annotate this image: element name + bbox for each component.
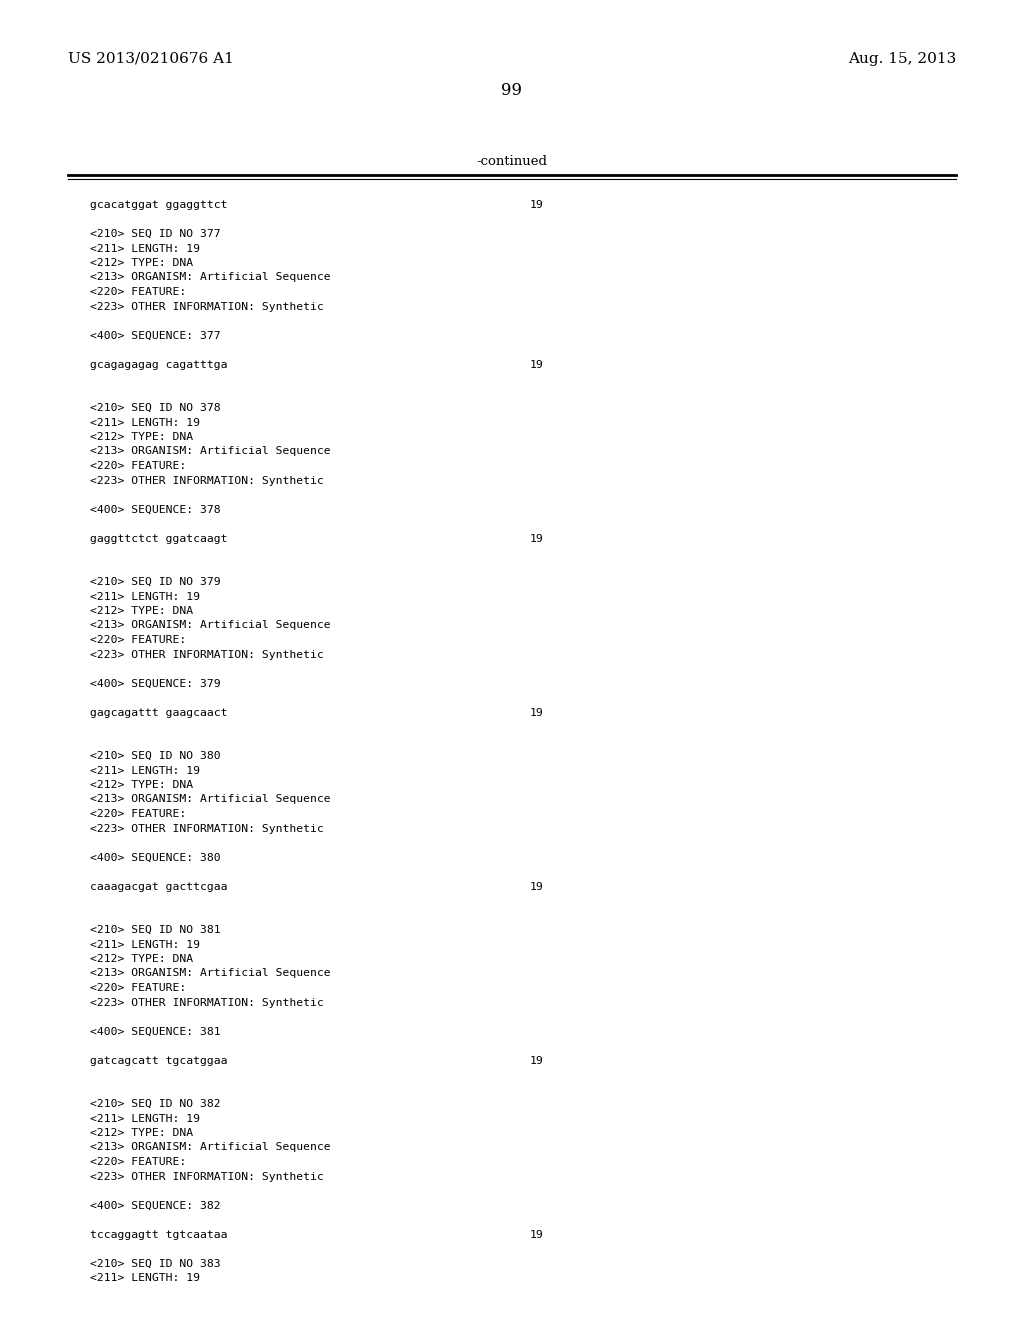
Text: <213> ORGANISM: Artificial Sequence: <213> ORGANISM: Artificial Sequence <box>90 969 331 978</box>
Text: <211> LENGTH: 19: <211> LENGTH: 19 <box>90 591 200 602</box>
Text: <210> SEQ ID NO 382: <210> SEQ ID NO 382 <box>90 1100 220 1109</box>
Text: <211> LENGTH: 19: <211> LENGTH: 19 <box>90 417 200 428</box>
Text: <210> SEQ ID NO 383: <210> SEQ ID NO 383 <box>90 1258 220 1269</box>
Text: <212> TYPE: DNA: <212> TYPE: DNA <box>90 780 194 789</box>
Text: <212> TYPE: DNA: <212> TYPE: DNA <box>90 606 194 616</box>
Text: <212> TYPE: DNA: <212> TYPE: DNA <box>90 954 194 964</box>
Text: <211> LENGTH: 19: <211> LENGTH: 19 <box>90 766 200 776</box>
Text: 19: 19 <box>530 1229 544 1239</box>
Text: <210> SEQ ID NO 379: <210> SEQ ID NO 379 <box>90 577 220 587</box>
Text: -continued: -continued <box>476 154 548 168</box>
Text: <212> TYPE: DNA: <212> TYPE: DNA <box>90 1129 194 1138</box>
Text: <223> OTHER INFORMATION: Synthetic: <223> OTHER INFORMATION: Synthetic <box>90 998 324 1007</box>
Text: <400> SEQUENCE: 378: <400> SEQUENCE: 378 <box>90 504 220 515</box>
Text: tccaggagtt tgtcaataa: tccaggagtt tgtcaataa <box>90 1229 227 1239</box>
Text: <400> SEQUENCE: 377: <400> SEQUENCE: 377 <box>90 330 220 341</box>
Text: US 2013/0210676 A1: US 2013/0210676 A1 <box>68 51 233 66</box>
Text: 19: 19 <box>530 882 544 891</box>
Text: <210> SEQ ID NO 380: <210> SEQ ID NO 380 <box>90 751 220 762</box>
Text: <400> SEQUENCE: 380: <400> SEQUENCE: 380 <box>90 853 220 862</box>
Text: gcagagagag cagatttga: gcagagagag cagatttga <box>90 359 227 370</box>
Text: gatcagcatt tgcatggaa: gatcagcatt tgcatggaa <box>90 1056 227 1065</box>
Text: <223> OTHER INFORMATION: Synthetic: <223> OTHER INFORMATION: Synthetic <box>90 824 324 833</box>
Text: <220> FEATURE:: <220> FEATURE: <box>90 635 186 645</box>
Text: <220> FEATURE:: <220> FEATURE: <box>90 809 186 818</box>
Text: caaagacgat gacttcgaa: caaagacgat gacttcgaa <box>90 882 227 891</box>
Text: <400> SEQUENCE: 382: <400> SEQUENCE: 382 <box>90 1200 220 1210</box>
Text: <220> FEATURE:: <220> FEATURE: <box>90 286 186 297</box>
Text: <223> OTHER INFORMATION: Synthetic: <223> OTHER INFORMATION: Synthetic <box>90 301 324 312</box>
Text: <400> SEQUENCE: 379: <400> SEQUENCE: 379 <box>90 678 220 689</box>
Text: <220> FEATURE:: <220> FEATURE: <box>90 461 186 471</box>
Text: 19: 19 <box>530 359 544 370</box>
Text: <220> FEATURE:: <220> FEATURE: <box>90 983 186 993</box>
Text: 19: 19 <box>530 1056 544 1065</box>
Text: <210> SEQ ID NO 381: <210> SEQ ID NO 381 <box>90 925 220 935</box>
Text: gaggttctct ggatcaagt: gaggttctct ggatcaagt <box>90 533 227 544</box>
Text: <223> OTHER INFORMATION: Synthetic: <223> OTHER INFORMATION: Synthetic <box>90 649 324 660</box>
Text: <212> TYPE: DNA: <212> TYPE: DNA <box>90 257 194 268</box>
Text: Aug. 15, 2013: Aug. 15, 2013 <box>848 51 956 66</box>
Text: 19: 19 <box>530 708 544 718</box>
Text: <213> ORGANISM: Artificial Sequence: <213> ORGANISM: Artificial Sequence <box>90 795 331 804</box>
Text: 19: 19 <box>530 533 544 544</box>
Text: 99: 99 <box>502 82 522 99</box>
Text: <220> FEATURE:: <220> FEATURE: <box>90 1158 186 1167</box>
Text: <213> ORGANISM: Artificial Sequence: <213> ORGANISM: Artificial Sequence <box>90 1143 331 1152</box>
Text: <213> ORGANISM: Artificial Sequence: <213> ORGANISM: Artificial Sequence <box>90 272 331 282</box>
Text: <211> LENGTH: 19: <211> LENGTH: 19 <box>90 1272 200 1283</box>
Text: <210> SEQ ID NO 377: <210> SEQ ID NO 377 <box>90 228 220 239</box>
Text: <210> SEQ ID NO 378: <210> SEQ ID NO 378 <box>90 403 220 413</box>
Text: gagcagattt gaagcaact: gagcagattt gaagcaact <box>90 708 227 718</box>
Text: <213> ORGANISM: Artificial Sequence: <213> ORGANISM: Artificial Sequence <box>90 620 331 631</box>
Text: <211> LENGTH: 19: <211> LENGTH: 19 <box>90 940 200 949</box>
Text: <211> LENGTH: 19: <211> LENGTH: 19 <box>90 243 200 253</box>
Text: <400> SEQUENCE: 381: <400> SEQUENCE: 381 <box>90 1027 220 1036</box>
Text: <211> LENGTH: 19: <211> LENGTH: 19 <box>90 1114 200 1123</box>
Text: gcacatggat ggaggttct: gcacatggat ggaggttct <box>90 201 227 210</box>
Text: <213> ORGANISM: Artificial Sequence: <213> ORGANISM: Artificial Sequence <box>90 446 331 457</box>
Text: <223> OTHER INFORMATION: Synthetic: <223> OTHER INFORMATION: Synthetic <box>90 1172 324 1181</box>
Text: 19: 19 <box>530 201 544 210</box>
Text: <223> OTHER INFORMATION: Synthetic: <223> OTHER INFORMATION: Synthetic <box>90 475 324 486</box>
Text: <212> TYPE: DNA: <212> TYPE: DNA <box>90 432 194 442</box>
